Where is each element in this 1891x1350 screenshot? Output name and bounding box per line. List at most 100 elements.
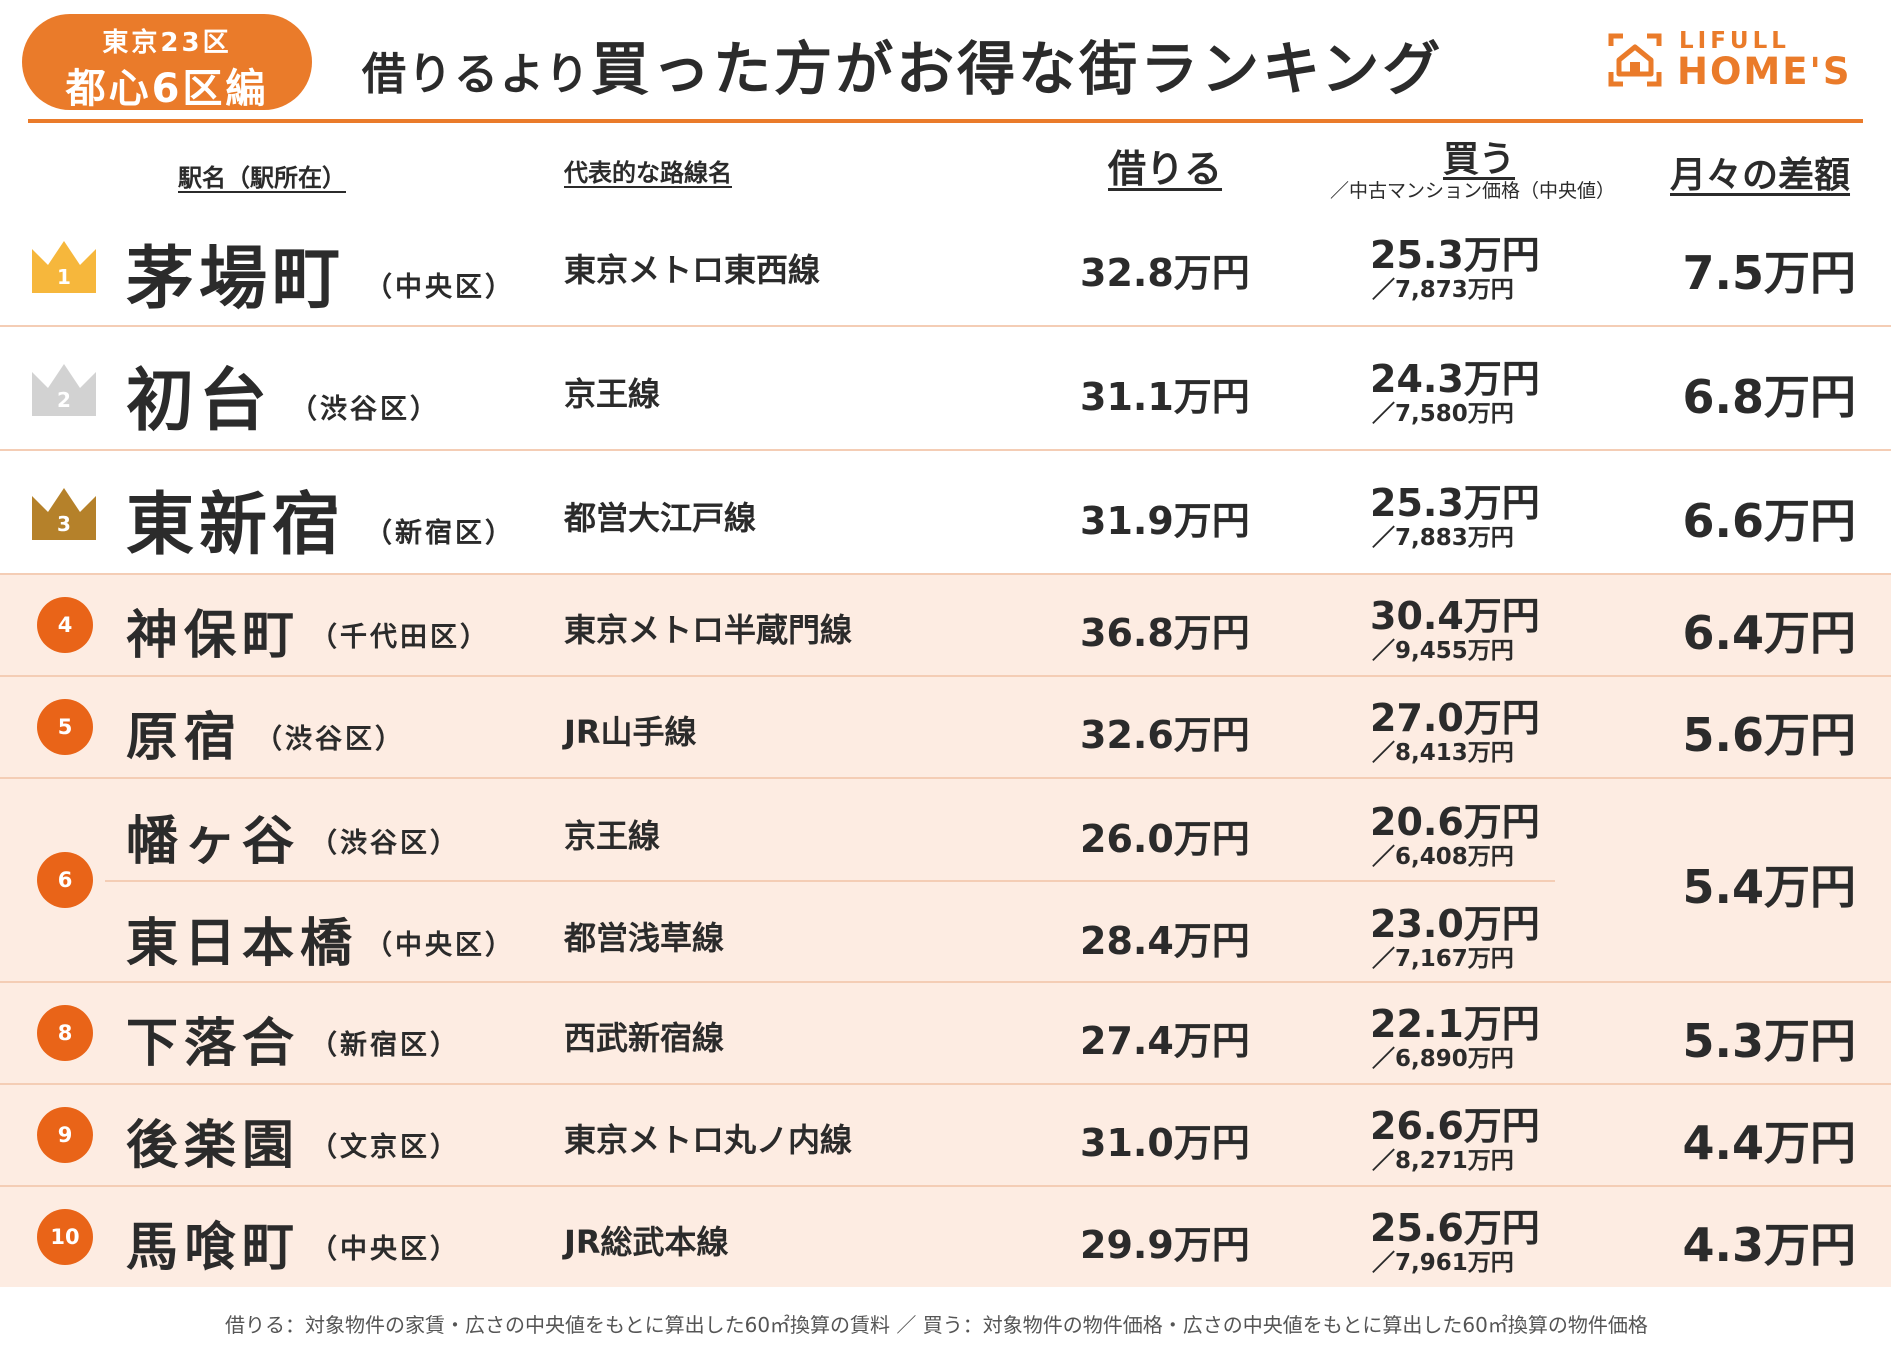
monthly-difference: 4.3万円 (1682, 1218, 1857, 1272)
rent-value: 31.9万円 (1080, 499, 1250, 543)
rank-number: 3 (57, 512, 71, 536)
buy-price-value: ／7,580万円 (1372, 401, 1514, 427)
rail-line: 都営浅草線 (564, 919, 725, 957)
station-name: 原宿 (126, 708, 243, 768)
monthly-difference: 4.4万円 (1682, 1116, 1857, 1170)
rent-value: 32.6万円 (1080, 713, 1250, 757)
rent-value: 32.8万円 (1080, 251, 1250, 295)
station-name: 茅場町 (126, 240, 346, 319)
table-row: 3 東新宿 （新宿区） 都営大江戸線 31.9万円 25.3万円 ／7,883万… (0, 451, 1891, 573)
category-badge: 東京23区 都心6区編 (22, 14, 312, 112)
buy-monthly-value: 24.3万円 (1370, 357, 1540, 401)
rail-line: 東京メトロ東西線 (564, 251, 821, 289)
house-icon (1605, 28, 1665, 92)
rent-value: 26.0万円 (1080, 817, 1250, 861)
rank-badge: 10 (37, 1209, 93, 1265)
row-divider (0, 449, 1891, 451)
column-header-buy-sub: ／中古マンション価格（中央値） (1330, 180, 1616, 202)
column-header-station: 駅名（駅所在） (178, 164, 346, 192)
silver-crown-icon: 2 (28, 360, 100, 418)
monthly-difference: 5.6万円 (1682, 708, 1857, 762)
buy-monthly-value: 25.3万円 (1370, 481, 1540, 525)
table-row: 5 原宿 （渋谷区） JR山手線 32.6万円 27.0万円 ／8,413万円 … (0, 677, 1891, 777)
table-row: 2 初台 （渋谷区） 京王線 31.1万円 24.3万円 ／7,580万円 6.… (0, 327, 1891, 449)
rent-value: 28.4万円 (1080, 919, 1250, 963)
rank-badge: 4 (37, 597, 93, 653)
table-row: 8 下落合 （新宿区） 西武新宿線 27.4万円 22.1万円 ／6,890万円… (0, 983, 1891, 1083)
rank-badge: 6 (37, 852, 93, 908)
row-divider (0, 1185, 1891, 1187)
logo-bottom-text: HOME'S (1677, 50, 1852, 93)
column-header-buy: 買う (1443, 139, 1516, 180)
rail-line: 西武新宿線 (564, 1019, 725, 1057)
station-ward: （新宿区） (310, 1030, 460, 1061)
column-header-rent: 借りる (1108, 147, 1223, 191)
title-main: 買った方がお得な街ランキング (591, 35, 1444, 103)
buy-price-value: ／8,271万円 (1372, 1148, 1514, 1174)
station-ward: （中央区） (310, 1234, 460, 1265)
monthly-difference: 6.6万円 (1682, 494, 1857, 548)
buy-monthly-value: 20.6万円 (1370, 800, 1540, 844)
badge-line2: 都心6区編 (65, 66, 269, 112)
station-name: 東新宿 (126, 486, 346, 565)
bronze-crown-icon: 3 (28, 484, 100, 542)
station-ward: （中央区） (365, 272, 515, 303)
row-divider (0, 573, 1891, 575)
buy-price-value: ／6,890万円 (1372, 1046, 1514, 1072)
row-divider (105, 880, 1555, 882)
rail-line: JR総武本線 (564, 1223, 729, 1261)
page-title: 借りるより買った方がお得な街ランキング (362, 22, 1443, 106)
title-prefix: 借りるより (362, 49, 592, 100)
monthly-difference: 7.5万円 (1682, 246, 1857, 300)
buy-price-value: ／7,873万円 (1372, 277, 1514, 303)
buy-monthly-value: 25.6万円 (1370, 1206, 1540, 1250)
buy-price-value: ／7,167万円 (1372, 946, 1514, 972)
rail-line: 京王線 (564, 375, 661, 413)
buy-monthly-value: 27.0万円 (1370, 696, 1540, 740)
table-row-tied: 6 幡ヶ谷 （渋谷区） 京王線 26.0万円 20.6万円 ／6,408万円 東… (0, 779, 1891, 981)
header-rule (28, 119, 1863, 123)
station-ward: （渋谷区） (310, 828, 460, 859)
header: 東京23区 都心6区編 借りるより買った方がお得な街ランキング LIFULL H… (0, 0, 1891, 124)
buy-monthly-value: 25.3万円 (1370, 233, 1540, 277)
column-header-line: 代表的な路線名 (564, 159, 732, 187)
row-divider (0, 1083, 1891, 1085)
buy-monthly-value: 23.0万円 (1370, 902, 1540, 946)
station-ward: （中央区） (365, 930, 515, 961)
rail-line: JR山手線 (564, 713, 697, 751)
rent-value: 31.0万円 (1080, 1121, 1250, 1165)
rent-value: 29.9万円 (1080, 1223, 1250, 1267)
rent-value: 31.1万円 (1080, 375, 1250, 419)
table-row: 1 茅場町 （中央区） 東京メトロ東西線 32.8万円 25.3万円 ／7,87… (0, 205, 1891, 325)
buy-monthly-value: 30.4万円 (1370, 594, 1540, 638)
row-divider (0, 777, 1891, 779)
station-name: 下落合 (126, 1014, 301, 1074)
logo-top-text: LIFULL (1679, 28, 1790, 54)
table-row: 10 馬喰町 （中央区） JR総武本線 29.9万円 25.6万円 ／7,961… (0, 1187, 1891, 1287)
buy-price-value: ／7,961万円 (1372, 1250, 1514, 1276)
buy-monthly-value: 26.6万円 (1370, 1104, 1540, 1148)
station-name: 初台 (126, 362, 273, 441)
station-name: 神保町 (126, 606, 301, 666)
monthly-difference: 5.4万円 (1682, 860, 1857, 914)
monthly-difference: 6.8万円 (1682, 370, 1857, 424)
column-header-diff: 月々の差額 (1670, 155, 1851, 196)
station-ward: （文京区） (310, 1132, 460, 1163)
station-ward: （渋谷区） (290, 394, 440, 425)
buy-price-value: ／6,408万円 (1372, 844, 1514, 870)
rent-value: 36.8万円 (1080, 611, 1250, 655)
rank-number: 2 (57, 388, 71, 412)
station-name: 馬喰町 (126, 1218, 301, 1278)
buy-monthly-value: 22.1万円 (1370, 1002, 1540, 1046)
row-divider (0, 325, 1891, 327)
rail-line: 東京メトロ半蔵門線 (564, 611, 853, 649)
rank-badge: 8 (37, 1005, 93, 1061)
buy-price-value: ／8,413万円 (1372, 740, 1514, 766)
rank-badge: 5 (37, 699, 93, 755)
station-ward: （渋谷区） (255, 724, 405, 755)
row-divider (0, 675, 1891, 677)
station-ward: （新宿区） (365, 518, 515, 549)
lifull-homes-logo: LIFULL HOME'S (1605, 28, 1855, 93)
buy-price-value: ／9,455万円 (1372, 638, 1514, 664)
badge-line1: 東京23区 (102, 28, 232, 58)
